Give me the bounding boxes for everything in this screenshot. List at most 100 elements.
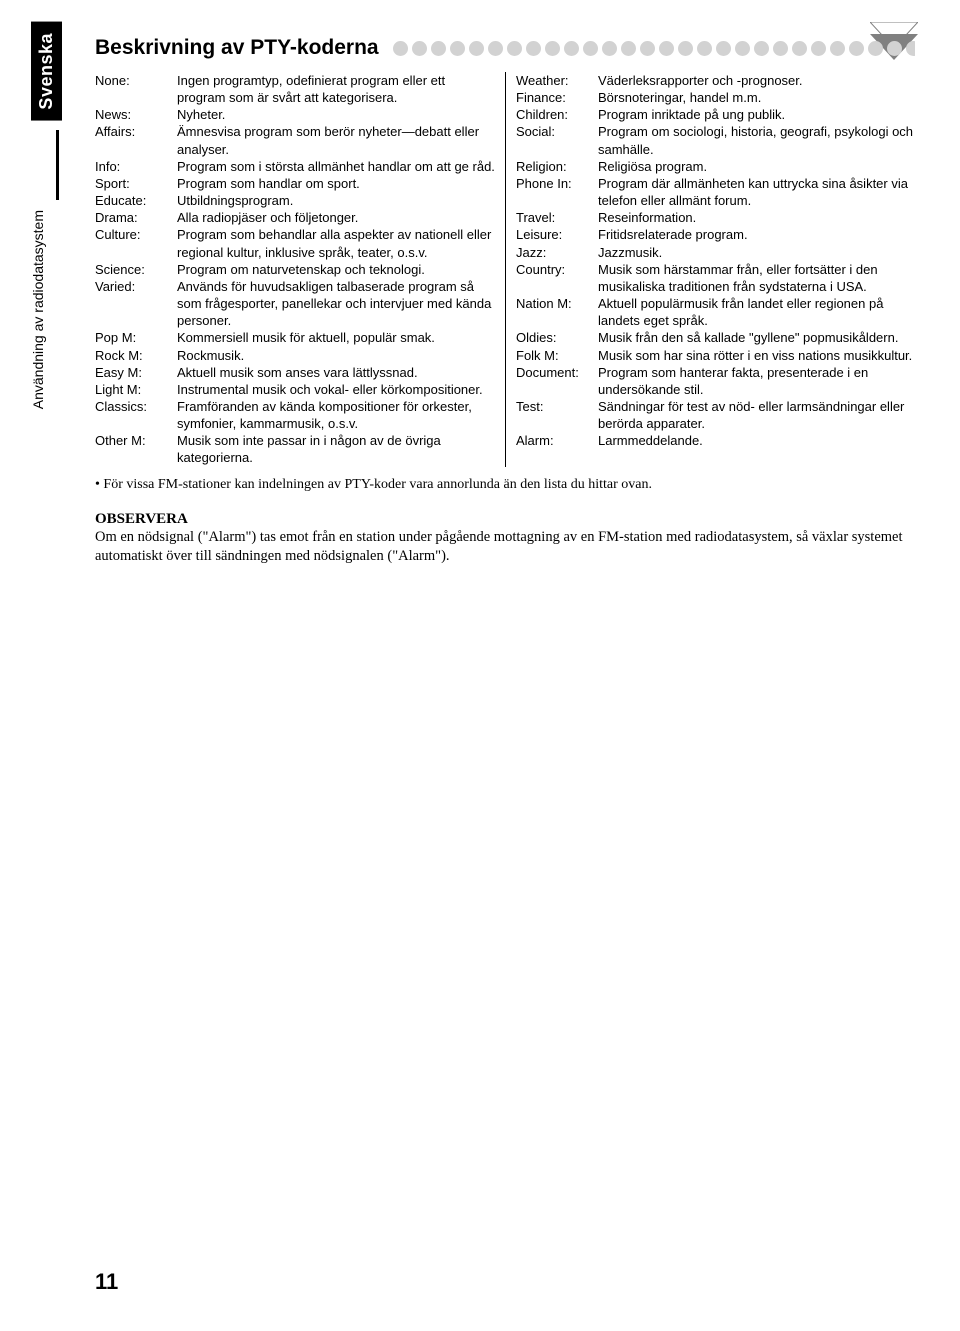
definition-row: Classics:Framföranden av kända kompositi… — [95, 398, 495, 432]
definition-row: Social:Program om sociologi, historia, g… — [516, 123, 915, 157]
definitions-right-column: Weather:Väderleksrapporter och -prognose… — [505, 72, 915, 467]
definition-description: Nyheter. — [177, 106, 495, 123]
definition-row: Phone In:Program där allmänheten kan utt… — [516, 175, 915, 209]
heading-dot — [678, 41, 693, 56]
definition-term: Children: — [516, 106, 598, 123]
heading-dot — [830, 41, 845, 56]
definition-row: Weather:Väderleksrapporter och -prognose… — [516, 72, 915, 89]
definition-description: Musik från den så kallade "gyllene" popm… — [598, 329, 915, 346]
heading-dot — [868, 41, 883, 56]
definition-row: Test:Sändningar för test av nöd- eller l… — [516, 398, 915, 432]
definition-term: Alarm: — [516, 432, 598, 449]
definition-description: Program om sociologi, historia, geografi… — [598, 123, 915, 157]
heading-dot — [602, 41, 617, 56]
definition-description: Fritidsrelaterade program. — [598, 226, 915, 243]
heading-dot — [564, 41, 579, 56]
definition-term: Jazz: — [516, 244, 598, 261]
heading-dot — [469, 41, 484, 56]
definition-row: Info:Program som i största allmänhet han… — [95, 158, 495, 175]
heading-dot — [583, 41, 598, 56]
heading-dot — [735, 41, 750, 56]
heading-dot — [488, 41, 503, 56]
definition-description: Rockmusik. — [177, 347, 495, 364]
definition-description: Sändningar för test av nöd- eller larmsä… — [598, 398, 915, 432]
heading-dot — [754, 41, 769, 56]
definition-row: Drama:Alla radiopjäser och följetonger. — [95, 209, 495, 226]
definition-description: Program inriktade på ung publik. — [598, 106, 915, 123]
definition-description: Musik som inte passar in i någon av de ö… — [177, 432, 495, 466]
definition-term: Document: — [516, 364, 598, 398]
definition-description: Framföranden av kända kompositioner för … — [177, 398, 495, 432]
definition-description: Program som behandlar alla aspekter av n… — [177, 226, 495, 260]
heading-dot — [507, 41, 522, 56]
definition-term: Country: — [516, 261, 598, 295]
definition-description: Alla radiopjäser och följetonger. — [177, 209, 495, 226]
definition-row: Varied:Används för huvudsakligen talbase… — [95, 278, 495, 329]
heading-dot — [849, 41, 864, 56]
side-tab-section: Användning av radiodatasystem — [30, 210, 46, 409]
definition-description: Larmmeddelande. — [598, 432, 915, 449]
definition-row: Sport:Program som handlar om sport. — [95, 175, 495, 192]
definition-term: Weather: — [516, 72, 598, 89]
definition-row: Culture:Program som behandlar alla aspek… — [95, 226, 495, 260]
heading-dot — [887, 41, 902, 56]
definition-description: Börsnoteringar, handel m.m. — [598, 89, 915, 106]
definition-row: Easy M:Aktuell musik som anses vara lätt… — [95, 364, 495, 381]
definition-term: Test: — [516, 398, 598, 432]
definition-row: Leisure:Fritidsrelaterade program. — [516, 226, 915, 243]
definition-row: Document:Program som hanterar fakta, pre… — [516, 364, 915, 398]
definition-row: Educate:Utbildningsprogram. — [95, 192, 495, 209]
heading-dot — [659, 41, 674, 56]
definition-term: Finance: — [516, 89, 598, 106]
definition-term: None: — [95, 72, 177, 106]
definition-description: Kommersiell musik för aktuell, populär s… — [177, 329, 495, 346]
definition-term: Varied: — [95, 278, 177, 329]
definition-row: Folk M:Musik som har sina rötter i en vi… — [516, 347, 915, 364]
definition-term: Nation M: — [516, 295, 598, 329]
heading-dot — [450, 41, 465, 56]
definition-term: Leisure: — [516, 226, 598, 243]
definition-term: Phone In: — [516, 175, 598, 209]
side-tab-divider — [56, 130, 59, 200]
definition-row: Oldies:Musik från den så kallade "gyllen… — [516, 329, 915, 346]
definition-row: Nation M:Aktuell populärmusik från lande… — [516, 295, 915, 329]
heading-dot — [716, 41, 731, 56]
footnote-text: • För vissa FM-stationer kan indelningen… — [95, 477, 915, 493]
definition-row: Light M:Instrumental musik och vokal- el… — [95, 381, 495, 398]
definition-term: Sport: — [95, 175, 177, 192]
definition-term: Oldies: — [516, 329, 598, 346]
definition-term: News: — [95, 106, 177, 123]
heading-dot — [393, 41, 408, 56]
definition-description: Program som i största allmänhet handlar … — [177, 158, 495, 175]
definition-description: Jazzmusik. — [598, 244, 915, 261]
definition-description: Väderleksrapporter och -prognoser. — [598, 72, 915, 89]
definition-description: Program som hanterar fakta, presenterade… — [598, 364, 915, 398]
definition-term: Easy M: — [95, 364, 177, 381]
definition-description: Musik som har sina rötter i en viss nati… — [598, 347, 915, 364]
definition-row: Pop M:Kommersiell musik för aktuell, pop… — [95, 329, 495, 346]
definition-description: Aktuell populärmusik från landet eller r… — [598, 295, 915, 329]
heading-dots — [393, 41, 915, 56]
heading-dot — [906, 41, 915, 56]
definition-term: Affairs: — [95, 123, 177, 157]
heading-dot — [792, 41, 807, 56]
definition-term: Travel: — [516, 209, 598, 226]
definition-term: Folk M: — [516, 347, 598, 364]
heading-dot — [621, 41, 636, 56]
definition-term: Classics: — [95, 398, 177, 432]
note-body: Om en nödsignal ("Alarm") tas emot från … — [95, 528, 915, 567]
heading-dot — [526, 41, 541, 56]
definition-term: Culture: — [95, 226, 177, 260]
definition-row: Alarm:Larmmeddelande. — [516, 432, 915, 449]
definition-term: Drama: — [95, 209, 177, 226]
heading-dot — [431, 41, 446, 56]
definition-description: Reseinformation. — [598, 209, 915, 226]
definition-row: Travel:Reseinformation. — [516, 209, 915, 226]
definition-description: Utbildningsprogram. — [177, 192, 495, 209]
definition-term: Info: — [95, 158, 177, 175]
definition-description: Ingen programtyp, odefinierat program el… — [177, 72, 495, 106]
definition-description: Ämnesvisa program som berör nyheter—deba… — [177, 123, 495, 157]
definition-description: Program där allmänheten kan uttrycka sin… — [598, 175, 915, 209]
definition-term: Educate: — [95, 192, 177, 209]
definition-description: Instrumental musik och vokal- eller körk… — [177, 381, 495, 398]
